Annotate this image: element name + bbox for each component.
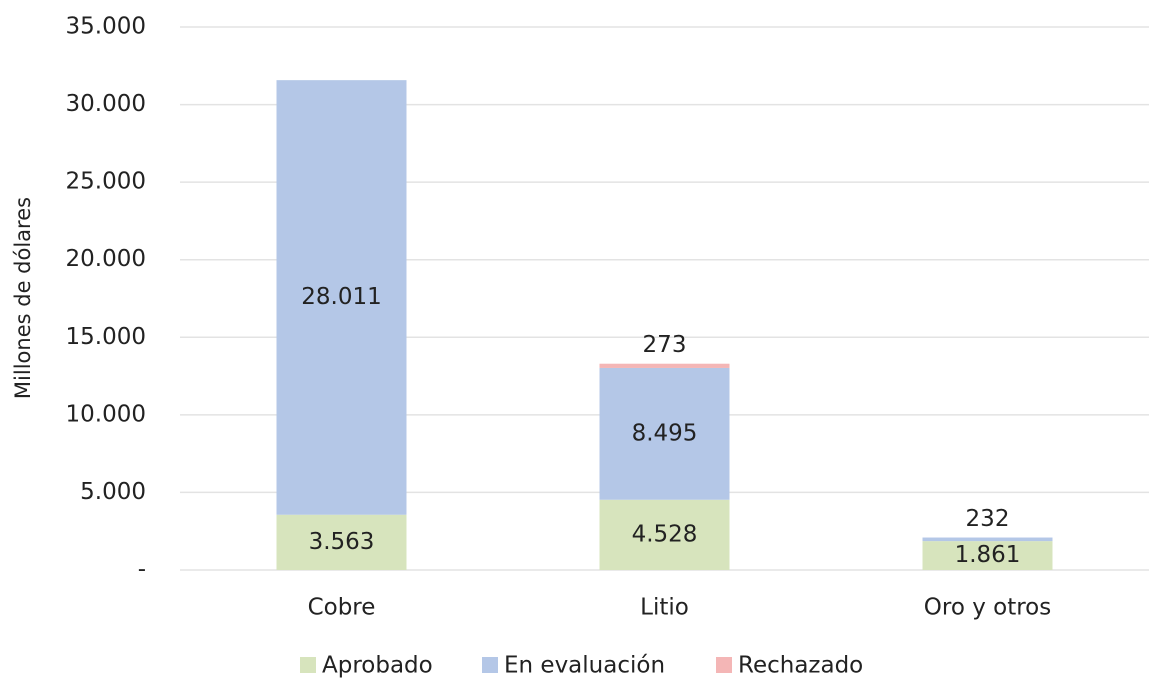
bar-segment bbox=[599, 367, 730, 500]
legend-label: En evaluación bbox=[504, 653, 665, 679]
data-label: 3.563 bbox=[309, 529, 375, 555]
bar-segment bbox=[922, 537, 1053, 542]
y-tick-label: 10.000 bbox=[66, 401, 146, 427]
bar-segment bbox=[276, 514, 407, 570]
data-label: 273 bbox=[643, 332, 687, 358]
data-label: 8.495 bbox=[632, 420, 698, 446]
x-tick-label: Litio bbox=[640, 595, 689, 621]
bar-segment bbox=[599, 363, 730, 368]
bar-segment bbox=[599, 499, 730, 570]
data-label: 4.528 bbox=[632, 521, 698, 547]
x-tick-label: Oro y otros bbox=[924, 595, 1051, 621]
y-tick-label: 5.000 bbox=[80, 479, 146, 505]
data-label: 232 bbox=[966, 506, 1010, 532]
x-tick-label: Cobre bbox=[308, 595, 376, 621]
bar-segment bbox=[276, 80, 407, 515]
data-label: 28.011 bbox=[301, 284, 381, 310]
y-tick-label: 15.000 bbox=[66, 324, 146, 350]
y-tick-label: 20.000 bbox=[66, 246, 146, 272]
y-tick-label: 25.000 bbox=[66, 169, 146, 195]
legend-label: Aprobado bbox=[322, 653, 433, 679]
legend-swatch bbox=[482, 657, 498, 673]
y-tick-label: - bbox=[138, 557, 146, 583]
bar-segment bbox=[922, 541, 1053, 570]
y-tick-label: 35.000 bbox=[66, 14, 146, 40]
legend-swatch bbox=[716, 657, 732, 673]
y-axis-label: Millones de dólares bbox=[11, 197, 35, 399]
legend-label: Rechazado bbox=[738, 653, 863, 679]
data-label: 1.861 bbox=[955, 542, 1021, 568]
y-tick-label: 30.000 bbox=[66, 91, 146, 117]
legend-swatch bbox=[300, 657, 316, 673]
